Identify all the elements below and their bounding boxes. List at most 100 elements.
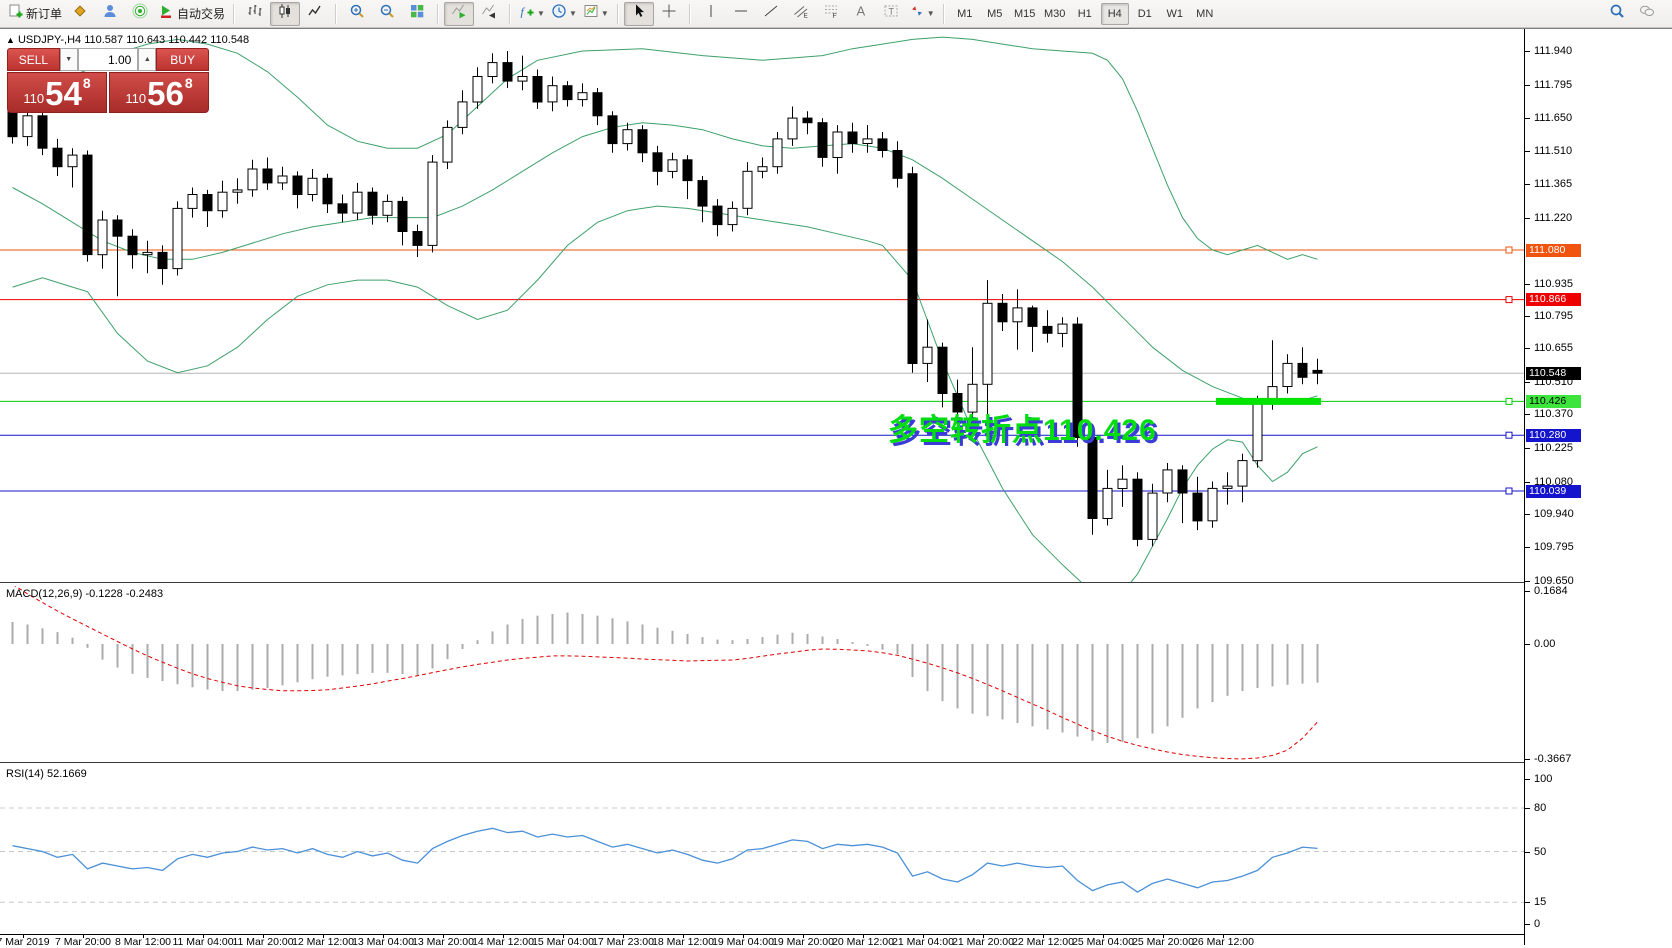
time-tick <box>923 935 924 938</box>
axis-tick <box>1525 283 1530 285</box>
symbol-name: USDJPY-,H4 <box>17 34 82 46</box>
timeframe-W1-button[interactable]: W1 <box>1166 7 1183 20</box>
axis-tick <box>1525 779 1530 780</box>
axis-tick <box>1525 184 1530 186</box>
axis-tick <box>1525 759 1530 761</box>
chat-button[interactable] <box>1632 2 1662 26</box>
zoom-in-button[interactable] <box>342 2 372 26</box>
axis-tick <box>1525 924 1530 925</box>
time-tick <box>1223 935 1224 938</box>
templates-icon <box>583 3 599 24</box>
time-axis[interactable]: 7 Mar 2019 7 Mar 20:00 8 Mar 12:00 11 Mar 0… <box>0 934 1672 948</box>
axis-label: -0.3667 <box>1534 753 1572 766</box>
rsi-pane-canvas[interactable] <box>0 766 1524 934</box>
autotrading-button[interactable]: 自动交易 <box>155 2 228 26</box>
axis-tick <box>1525 513 1530 515</box>
arrows-button[interactable]: ▼ <box>906 2 938 26</box>
bar-chart-button[interactable] <box>240 2 270 26</box>
bollinger-lower-band <box>12 205 1318 582</box>
symbol-ohlc-values: 110.587 110.643 110.442 110.548 <box>84 34 250 46</box>
sell-button[interactable]: SELL <box>7 48 60 71</box>
sell-price-button[interactable]: 110 54 8 <box>7 72 107 113</box>
macd-label: MACD(12,26,9) -0.1228 -0.2483 <box>6 588 164 600</box>
zoom-out-button[interactable] <box>372 2 402 26</box>
time-label: 12 Mar 12:00 <box>292 936 354 948</box>
toolbar-separator <box>509 3 512 24</box>
axis-label: 0 <box>1534 918 1541 930</box>
autoscroll-icon <box>451 3 467 24</box>
volume-input[interactable]: 1.00 <box>77 48 139 71</box>
chat-icon <box>1639 3 1655 24</box>
vertical-line-button[interactable] <box>696 2 726 26</box>
text-button[interactable]: A <box>846 2 876 26</box>
timeframe-H1-button[interactable]: H1 <box>1077 7 1092 20</box>
timeframe-M5-button[interactable]: M5 <box>987 7 1003 20</box>
templates-button[interactable]: ▼ <box>580 2 612 26</box>
timeframe-M1-button[interactable]: M1 <box>957 7 973 20</box>
signals-button[interactable] <box>125 2 155 26</box>
axis-tick <box>1525 851 1530 853</box>
time-tick <box>383 935 384 938</box>
periods-button[interactable]: ▼ <box>548 2 580 26</box>
chart-shift-button[interactable] <box>474 2 504 26</box>
timeframe-D1-button[interactable]: D1 <box>1137 7 1152 20</box>
axis-label: 110.225 <box>1534 441 1573 454</box>
time-tick <box>323 935 324 938</box>
profile-button[interactable] <box>95 2 125 26</box>
fibonacci-button[interactable]: F <box>816 2 846 26</box>
time-tick <box>1163 935 1164 938</box>
zoom-in-icon <box>349 3 365 24</box>
axis-label: 111.940 <box>1534 45 1573 57</box>
new-order-button[interactable]: 新订单 <box>4 2 65 26</box>
hline-icon <box>733 3 749 24</box>
macd-pane-canvas[interactable] <box>0 586 1524 762</box>
time-label: 13 Mar 04:00 <box>352 936 414 948</box>
fibonacci-icon: F <box>823 3 839 24</box>
profile-icon <box>102 3 118 24</box>
buy-button[interactable]: BUY <box>156 48 210 71</box>
timeframe-MN-button[interactable]: MN <box>1196 7 1214 20</box>
bollinger-upper-band <box>12 36 1318 260</box>
one-click-trade-panel: SELL ▼ 1.00 ▲ BUY 110 54 8 110 56 8 <box>7 48 210 113</box>
axis-label: 80 <box>1534 802 1547 814</box>
timeframe-M15-button[interactable]: M15 <box>1014 7 1036 20</box>
volume-up-button[interactable]: ▲ <box>138 48 157 71</box>
label-button[interactable]: T <box>876 2 906 26</box>
timeframe-H4-button[interactable]: H4 <box>1100 2 1129 25</box>
time-tick <box>23 935 24 938</box>
trendline-icon <box>763 3 779 24</box>
crosshair-button[interactable] <box>654 2 684 26</box>
time-label: 8 Mar 12:00 <box>114 936 172 948</box>
candlestick-chart-button[interactable] <box>270 1 301 26</box>
price-badge: 111.080 <box>1526 243 1581 257</box>
time-tick <box>623 935 624 938</box>
toolbar-separator <box>942 3 945 24</box>
cursor-button[interactable] <box>623 1 654 26</box>
line-chart-button[interactable] <box>300 2 330 26</box>
time-label: 13 Mar 20:00 <box>412 936 474 948</box>
axis-tick <box>1525 118 1530 120</box>
tile-windows-button[interactable] <box>402 2 432 26</box>
trendline-button[interactable] <box>756 2 786 26</box>
indicators-button[interactable]: f ▼ <box>516 2 548 26</box>
market-watch-button[interactable] <box>65 2 95 26</box>
line-handle <box>1505 296 1513 304</box>
auto-scroll-button[interactable] <box>444 1 475 26</box>
buy-price-button[interactable]: 110 56 8 <box>109 72 209 113</box>
timeframe-M30-button[interactable]: M30 <box>1044 7 1066 20</box>
time-label: 25 Mar 04:00 <box>1072 936 1134 948</box>
equidistant-channel-button[interactable]: E <box>786 2 816 26</box>
axis-label: 110.795 <box>1534 310 1573 322</box>
svg-text:f: f <box>521 5 526 19</box>
time-label: 7 Mar 2019 <box>0 936 50 948</box>
chart-window: ▲ USDJPY-,H4 110.587 110.643 110.442 110… <box>0 28 1672 948</box>
symbol-header: ▲ USDJPY-,H4 110.587 110.643 110.442 110… <box>6 34 249 46</box>
main-chart-canvas[interactable] <box>0 29 1524 582</box>
search-button[interactable] <box>1602 2 1632 26</box>
horizontal-line-button[interactable] <box>726 2 756 26</box>
axis-tick <box>1525 547 1530 549</box>
price-axis[interactable]: 111.940 111.795 111.650 111.510 111.365 111.2… <box>1524 29 1672 945</box>
time-tick <box>143 935 144 938</box>
volume-down-button[interactable]: ▼ <box>59 48 78 71</box>
symbol-collapse-icon[interactable]: ▲ <box>6 35 15 45</box>
